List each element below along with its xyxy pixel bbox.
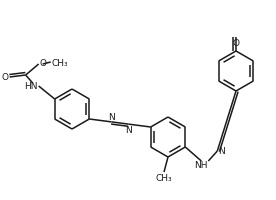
Text: NH: NH (195, 160, 208, 169)
Text: O: O (232, 39, 240, 48)
Text: O: O (40, 59, 47, 68)
Text: O: O (2, 73, 9, 82)
Text: N: N (125, 125, 132, 134)
Text: N: N (218, 147, 225, 156)
Text: N: N (108, 112, 115, 121)
Text: CH₃: CH₃ (156, 173, 172, 182)
Text: HN: HN (24, 82, 38, 91)
Text: CH₃: CH₃ (52, 58, 68, 67)
